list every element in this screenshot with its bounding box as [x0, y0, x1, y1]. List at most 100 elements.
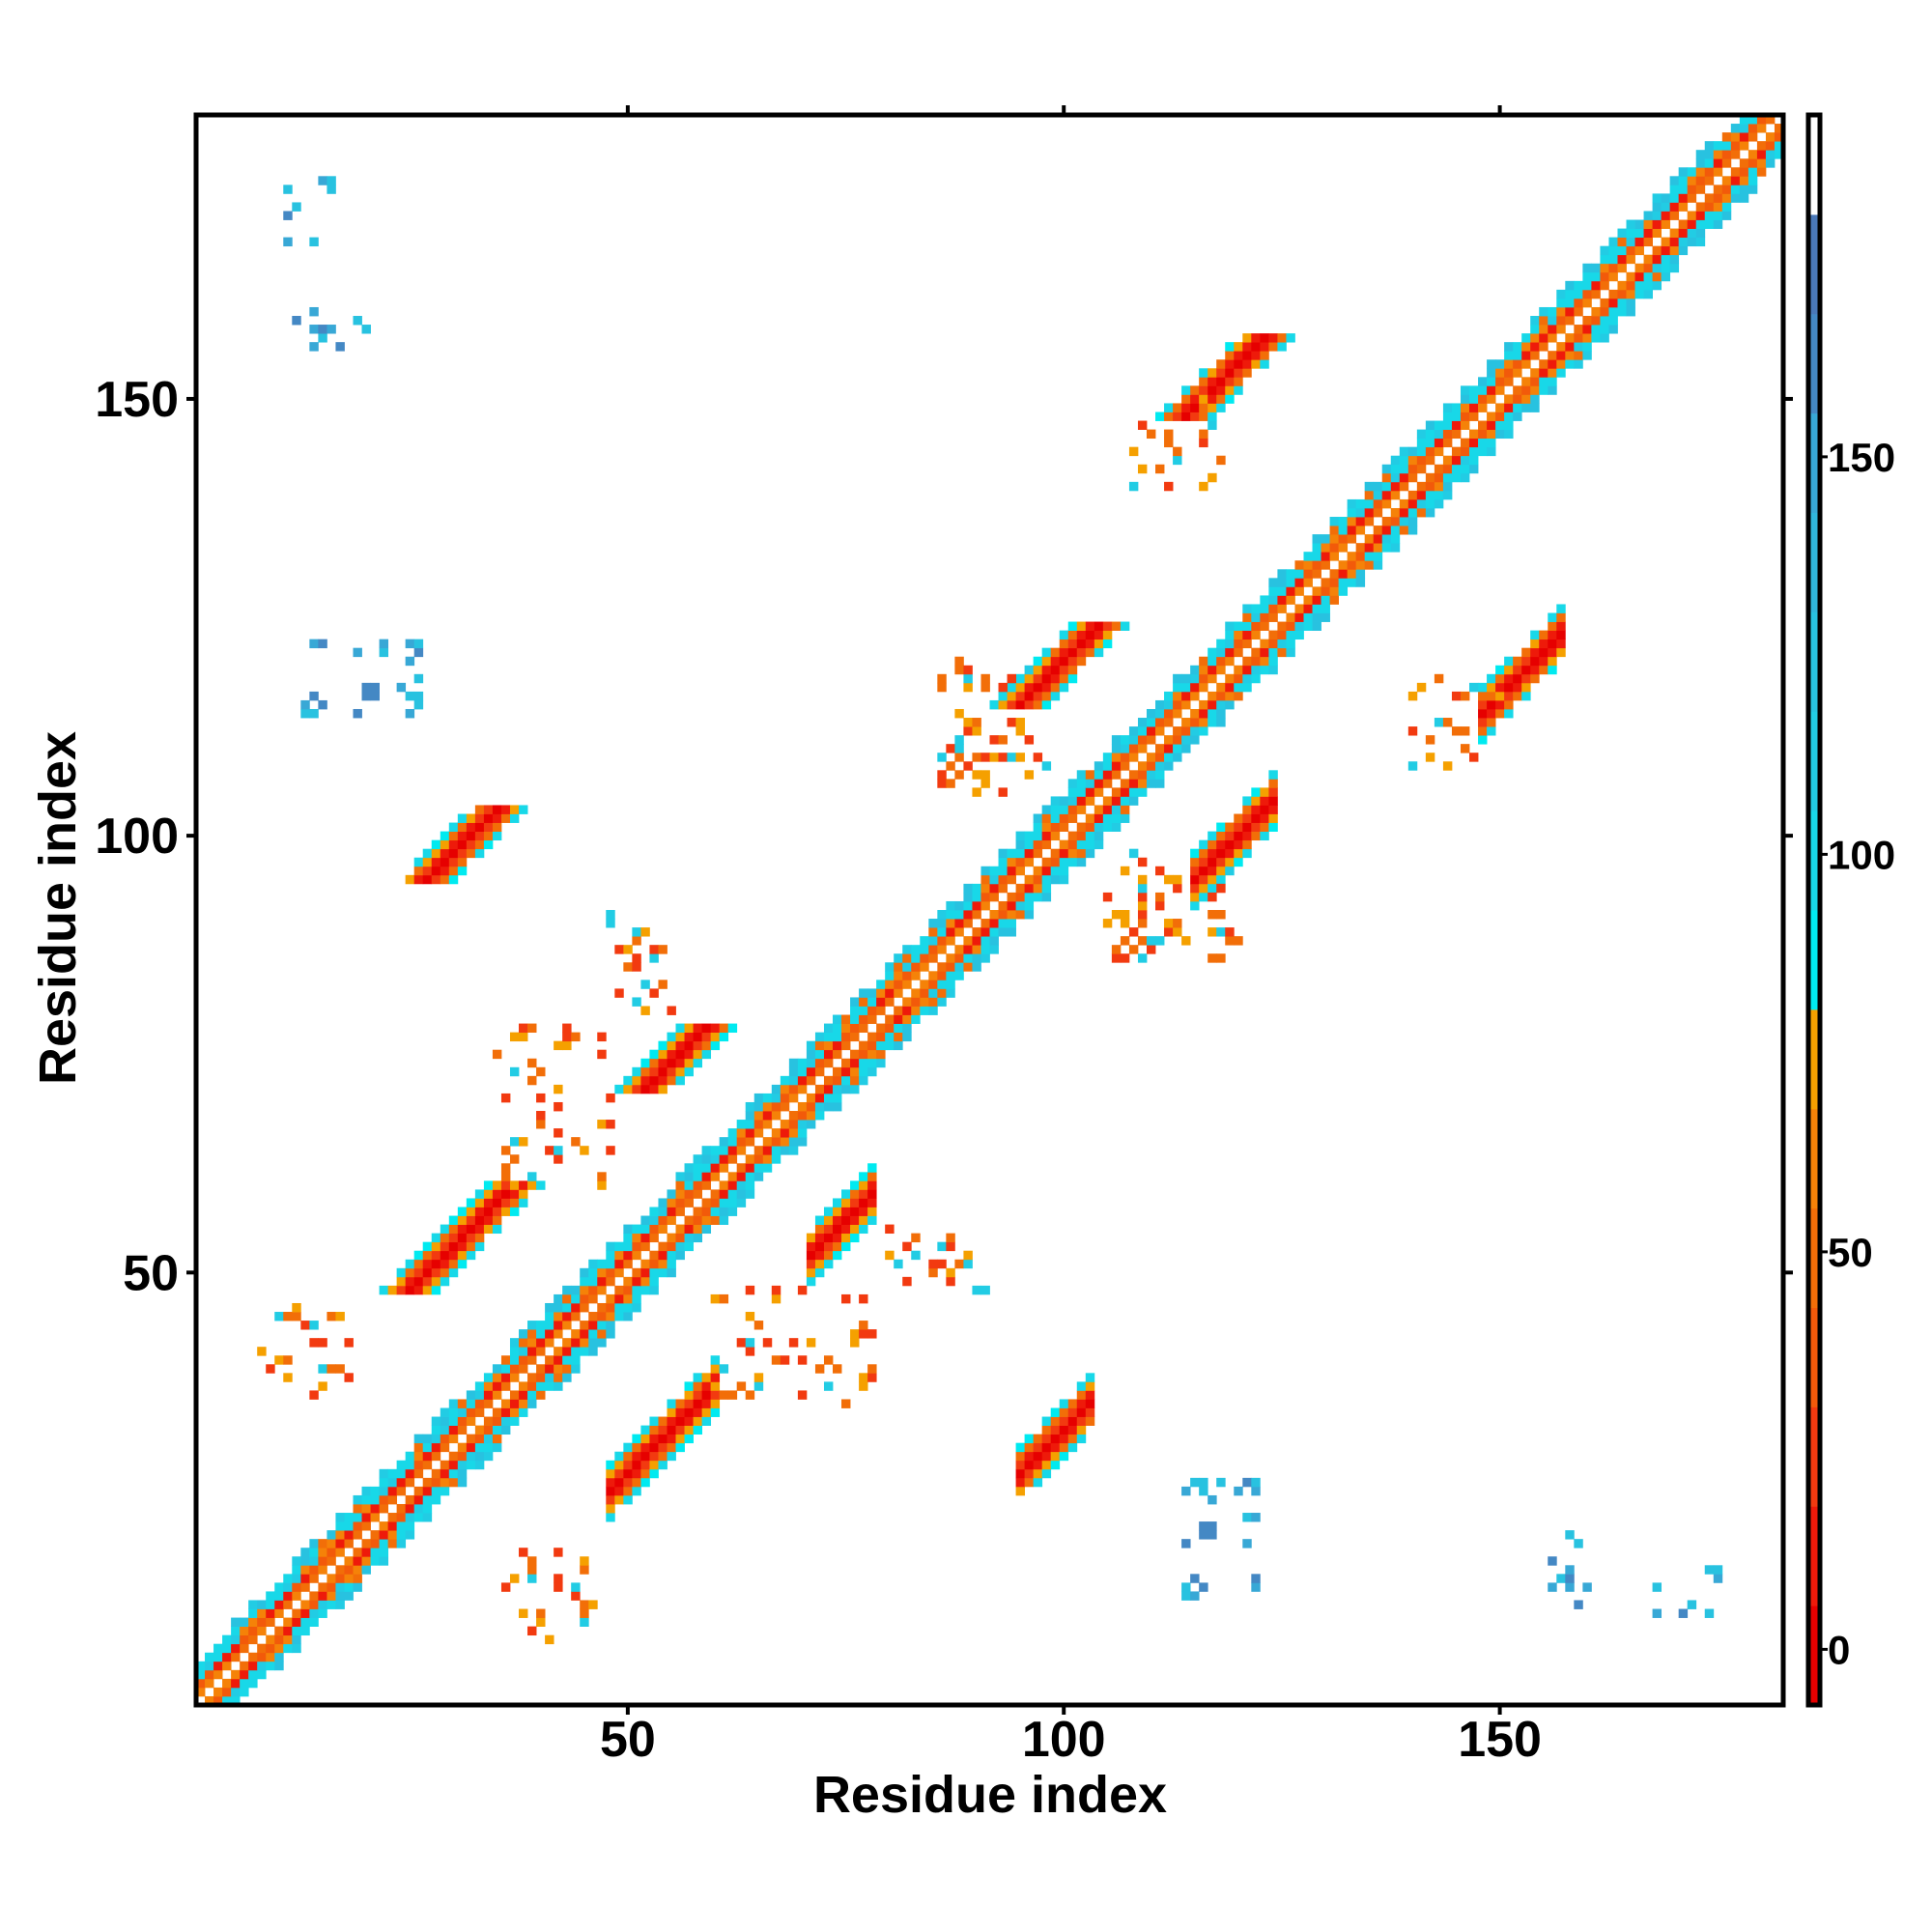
heatmap-cell — [440, 1276, 450, 1287]
heatmap-cell — [1416, 446, 1427, 457]
heatmap-cell — [379, 1486, 389, 1496]
heatmap-cell — [431, 1259, 441, 1269]
heatmap-cell — [675, 1241, 685, 1252]
heatmap-cell — [823, 1241, 834, 1252]
heatmap-cell — [806, 1276, 816, 1287]
heatmap-cell — [527, 1058, 537, 1068]
heatmap-cell — [1504, 682, 1514, 693]
heatmap-cell — [545, 1146, 554, 1155]
heatmap-cell — [1765, 141, 1776, 151]
heatmap-cell — [1007, 900, 1016, 911]
heatmap-cell — [1260, 612, 1269, 622]
heatmap-cell — [658, 1460, 668, 1470]
heatmap-cell — [727, 1198, 738, 1208]
heatmap-cell — [1548, 325, 1557, 334]
heatmap-cell — [719, 1207, 729, 1216]
heatmap-cell — [684, 1381, 694, 1391]
heatmap-cell — [1730, 193, 1741, 203]
heatmap-cell — [213, 1643, 223, 1654]
heatmap-cell — [1478, 394, 1488, 404]
heatmap-cell — [788, 1146, 799, 1155]
heatmap-cell — [318, 1364, 327, 1374]
heatmap-cell — [1565, 351, 1575, 360]
heatmap-cell — [1015, 1451, 1026, 1462]
heatmap-cell — [859, 1329, 868, 1339]
heatmap-cell — [1695, 167, 1706, 177]
heatmap-cell — [1146, 945, 1156, 954]
heatmap-cell — [745, 1163, 755, 1173]
heatmap-cell — [1634, 280, 1644, 291]
heatmap-cell — [1539, 656, 1548, 667]
heatmap-cell — [771, 1093, 781, 1103]
heatmap-cell — [814, 1233, 825, 1243]
heatmap-cell — [1774, 141, 1784, 151]
heatmap-cell — [1199, 656, 1208, 667]
heatmap-cell — [431, 1477, 441, 1488]
heatmap-cell — [536, 1120, 546, 1129]
heatmap-cell — [998, 927, 1008, 937]
heatmap-cell — [693, 1154, 702, 1164]
heatmap-cell — [1600, 254, 1609, 265]
heatmap-cell — [1102, 621, 1113, 631]
heatmap-cell — [309, 1574, 319, 1583]
heatmap-cell — [1451, 472, 1462, 483]
heatmap-cell — [1442, 718, 1453, 727]
heatmap-cell — [667, 1066, 676, 1077]
heatmap-cell — [684, 1407, 694, 1417]
heatmap-cell — [483, 1416, 494, 1426]
heatmap-cell — [1661, 254, 1671, 265]
heatmap-cell — [527, 1347, 537, 1356]
heatmap-cell — [562, 1040, 572, 1051]
heatmap-cell — [1312, 612, 1321, 622]
heatmap-cell — [1076, 1425, 1087, 1435]
heatmap-cell — [554, 1084, 563, 1094]
heatmap-cell — [1747, 167, 1758, 177]
heatmap-cell — [1076, 1434, 1087, 1444]
heatmap-cell — [1416, 455, 1427, 466]
heatmap-cell — [1530, 665, 1540, 675]
heatmap-cell — [623, 1285, 633, 1295]
heatmap-cell — [396, 1460, 407, 1470]
heatmap-cell — [1277, 630, 1287, 640]
heatmap-cell — [353, 647, 362, 658]
heatmap-cell — [1216, 866, 1226, 876]
heatmap-cell — [1416, 429, 1427, 440]
heatmap-cell — [1067, 1425, 1078, 1435]
heatmap-cell — [1120, 910, 1130, 920]
heatmap-cell — [780, 1084, 790, 1094]
heatmap-cell — [1556, 342, 1566, 352]
heatmap-cell — [667, 1207, 676, 1216]
heatmap-cell — [1565, 306, 1575, 317]
heatmap-cell — [492, 1180, 502, 1190]
heatmap-cell — [1521, 403, 1531, 412]
heatmap-cell — [1268, 805, 1278, 814]
heatmap-cell — [527, 1390, 537, 1400]
heatmap-cell — [963, 953, 973, 963]
heatmap-cell — [527, 1023, 537, 1034]
heatmap-cell — [667, 1215, 676, 1225]
heatmap-cell — [292, 202, 301, 212]
heatmap-cell — [562, 1032, 572, 1042]
heatmap-cell — [859, 1207, 868, 1216]
heatmap-cell — [1190, 708, 1200, 719]
heatmap-cell — [701, 1198, 712, 1208]
heatmap-cell — [1556, 298, 1566, 308]
heatmap-cell — [1173, 699, 1182, 710]
heatmap-cell — [1190, 385, 1200, 395]
heatmap-cell — [492, 1364, 502, 1374]
heatmap-cell — [1704, 150, 1715, 159]
heatmap-cell — [1260, 796, 1269, 806]
heatmap-cell — [1155, 699, 1165, 710]
heatmap-cell — [571, 1285, 581, 1295]
heatmap-cell — [1425, 753, 1435, 762]
heatmap-cell — [1041, 813, 1052, 823]
heatmap-cell — [606, 1250, 615, 1261]
heatmap-cell — [1539, 316, 1548, 326]
heatmap-cell — [1695, 211, 1706, 220]
heatmap-cell — [379, 1285, 389, 1295]
heatmap-cell — [797, 1066, 808, 1077]
heatmap-cell — [483, 1399, 494, 1408]
heatmap-cell — [1190, 691, 1200, 701]
heatmap-cell — [519, 1198, 528, 1208]
heatmap-cell — [727, 1172, 738, 1181]
